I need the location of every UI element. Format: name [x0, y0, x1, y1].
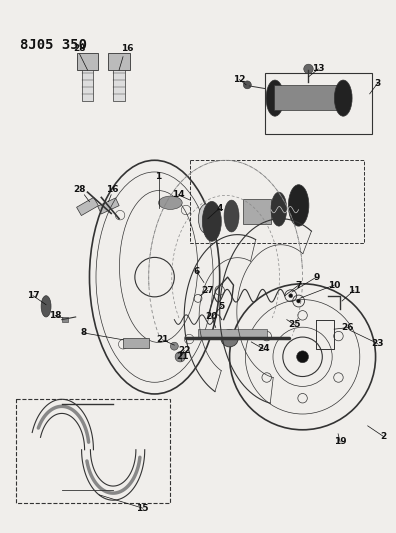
Text: 13: 13 [312, 64, 325, 74]
Ellipse shape [334, 80, 352, 116]
Text: 18: 18 [49, 311, 61, 320]
Text: 16: 16 [121, 44, 133, 53]
Ellipse shape [198, 204, 213, 233]
Text: 26: 26 [342, 323, 354, 332]
Text: 3: 3 [375, 79, 381, 88]
Text: 22: 22 [178, 346, 190, 355]
Circle shape [170, 342, 178, 350]
Circle shape [289, 294, 293, 298]
Bar [265, 72, 371, 134]
Text: 16: 16 [106, 185, 118, 194]
Text: 24: 24 [257, 344, 269, 353]
Text: 2: 2 [380, 432, 386, 441]
Circle shape [297, 351, 308, 363]
Text: 8: 8 [80, 328, 87, 337]
Text: 9: 9 [313, 272, 320, 281]
Text: 28: 28 [73, 44, 86, 53]
Bar [108, 53, 130, 70]
Text: 21: 21 [176, 352, 188, 361]
Text: 4: 4 [217, 204, 223, 213]
Text: 27: 27 [202, 286, 214, 295]
Text: 14: 14 [172, 190, 185, 199]
Bar [113, 70, 125, 101]
Bar [190, 160, 364, 243]
Ellipse shape [158, 196, 182, 209]
Text: 5: 5 [219, 302, 225, 311]
Bar [123, 338, 148, 348]
Text: 19: 19 [334, 437, 346, 446]
Circle shape [244, 81, 251, 89]
Text: 25: 25 [288, 320, 301, 329]
Text: 10: 10 [328, 280, 340, 289]
Bar [17, 399, 170, 503]
Ellipse shape [202, 201, 221, 241]
Text: 15: 15 [137, 504, 149, 513]
Bar [77, 53, 98, 70]
Text: 1: 1 [155, 172, 162, 181]
Circle shape [304, 64, 313, 74]
Text: 17: 17 [27, 291, 39, 300]
Bar [98, 198, 119, 214]
Circle shape [297, 299, 301, 303]
Text: 20: 20 [206, 312, 218, 321]
Circle shape [175, 352, 185, 362]
Ellipse shape [266, 80, 284, 116]
Ellipse shape [224, 200, 239, 232]
Bar [198, 329, 267, 337]
Bar [76, 197, 99, 215]
Ellipse shape [41, 296, 51, 317]
Bar [244, 198, 271, 224]
Bar [62, 317, 68, 322]
Text: 7: 7 [295, 280, 302, 289]
Text: 11: 11 [348, 286, 360, 295]
Text: 8J05 350: 8J05 350 [21, 38, 88, 52]
Bar [82, 70, 93, 101]
Text: 12: 12 [233, 75, 246, 84]
Bar [274, 85, 343, 110]
Circle shape [221, 329, 238, 347]
Text: 21: 21 [156, 335, 169, 344]
Text: 6: 6 [194, 268, 200, 276]
Text: 28: 28 [73, 185, 86, 194]
Ellipse shape [271, 192, 287, 226]
Text: 23: 23 [371, 339, 384, 348]
Ellipse shape [288, 185, 309, 226]
